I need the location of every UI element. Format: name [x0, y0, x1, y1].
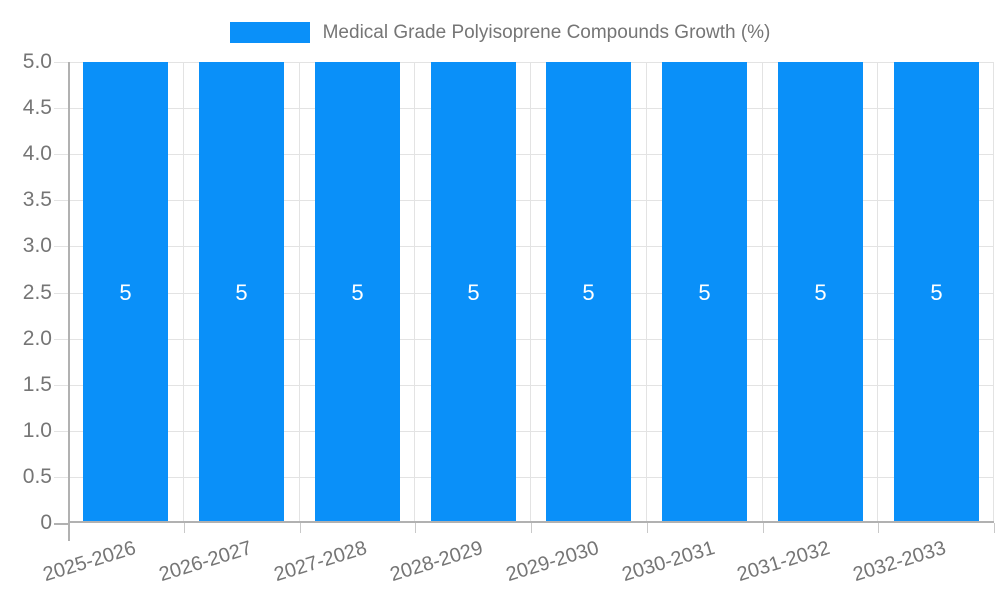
x-axis-tick [68, 523, 70, 541]
bar[interactable]: 5 [83, 62, 168, 523]
bar[interactable]: 5 [315, 62, 400, 523]
v-gridline [762, 62, 763, 523]
y-axis-tick-label: 1.0 [22, 419, 52, 442]
y-axis-tick-label: 5.0 [22, 50, 52, 73]
h-gridline [68, 62, 994, 63]
v-gridline [414, 62, 415, 523]
bar-value-label: 5 [930, 279, 943, 305]
bar-value-label: 5 [351, 279, 364, 305]
y-axis-tick [54, 339, 68, 340]
bar-value-label: 5 [582, 279, 595, 305]
y-axis-tick-label: 3.5 [22, 188, 52, 211]
y-axis-tick [54, 246, 68, 247]
y-axis-tick [54, 477, 68, 478]
x-axis-tick [531, 523, 532, 533]
y-axis-tick-label: 2.5 [22, 281, 52, 304]
bar-value-label: 5 [119, 279, 132, 305]
x-axis-tick [763, 523, 764, 533]
v-gridline [530, 62, 531, 523]
y-axis-tick-label: 2.0 [22, 327, 52, 350]
x-axis-line [68, 521, 994, 523]
h-gridline [68, 108, 994, 109]
bar-value-label: 5 [235, 279, 248, 305]
h-gridline [68, 293, 994, 294]
x-axis-tick [878, 523, 879, 533]
h-gridline [68, 431, 994, 432]
bar-value-label: 5 [698, 279, 711, 305]
x-axis-tick [184, 523, 185, 533]
x-axis-tick [647, 523, 648, 533]
bar[interactable]: 5 [199, 62, 284, 523]
y-axis-tick [54, 200, 68, 201]
h-gridline [68, 200, 994, 201]
y-axis-tick [54, 523, 68, 525]
h-gridline [68, 339, 994, 340]
y-axis-tick-label: 1.5 [22, 373, 52, 396]
v-gridline [646, 62, 647, 523]
y-axis-tick [54, 431, 68, 432]
y-axis-tick-label: 0 [40, 511, 52, 534]
h-gridline [68, 477, 994, 478]
y-axis-tick-label: 4.0 [22, 142, 52, 165]
v-gridline [183, 62, 184, 523]
x-axis-tick [415, 523, 416, 533]
y-axis-tick [54, 293, 68, 294]
y-axis-tick [54, 108, 68, 109]
y-axis-tick [54, 385, 68, 386]
x-axis-tick [300, 523, 301, 533]
plot-area: 5 5 5 5 5 5 5 5 [68, 62, 994, 523]
legend-swatch [229, 22, 310, 43]
bar[interactable]: 5 [546, 62, 631, 523]
chart-title: Medical Grade Polyisoprene Compounds Gro… [322, 22, 771, 43]
y-axis-tick-label: 4.5 [22, 96, 52, 119]
bar-value-label: 5 [467, 279, 480, 305]
y-axis-tick [54, 154, 68, 155]
v-gridline [993, 62, 994, 523]
y-axis-tick-label: 3.0 [22, 234, 52, 257]
x-axis-tick [994, 523, 995, 533]
y-axis-tick-label: 0.5 [22, 465, 52, 488]
h-gridline [68, 246, 994, 247]
y-axis-tick [54, 62, 68, 63]
v-gridline [877, 62, 878, 523]
h-gridline [68, 385, 994, 386]
bar[interactable]: 5 [778, 62, 863, 523]
v-gridline [299, 62, 300, 523]
bar[interactable]: 5 [662, 62, 747, 523]
y-axis-line [68, 62, 70, 523]
chart-legend: Medical Grade Polyisoprene Compounds Gro… [0, 22, 1000, 43]
h-gridline [68, 154, 994, 155]
bar[interactable]: 5 [431, 62, 516, 523]
bar-value-label: 5 [814, 279, 827, 305]
bar[interactable]: 5 [894, 62, 979, 523]
